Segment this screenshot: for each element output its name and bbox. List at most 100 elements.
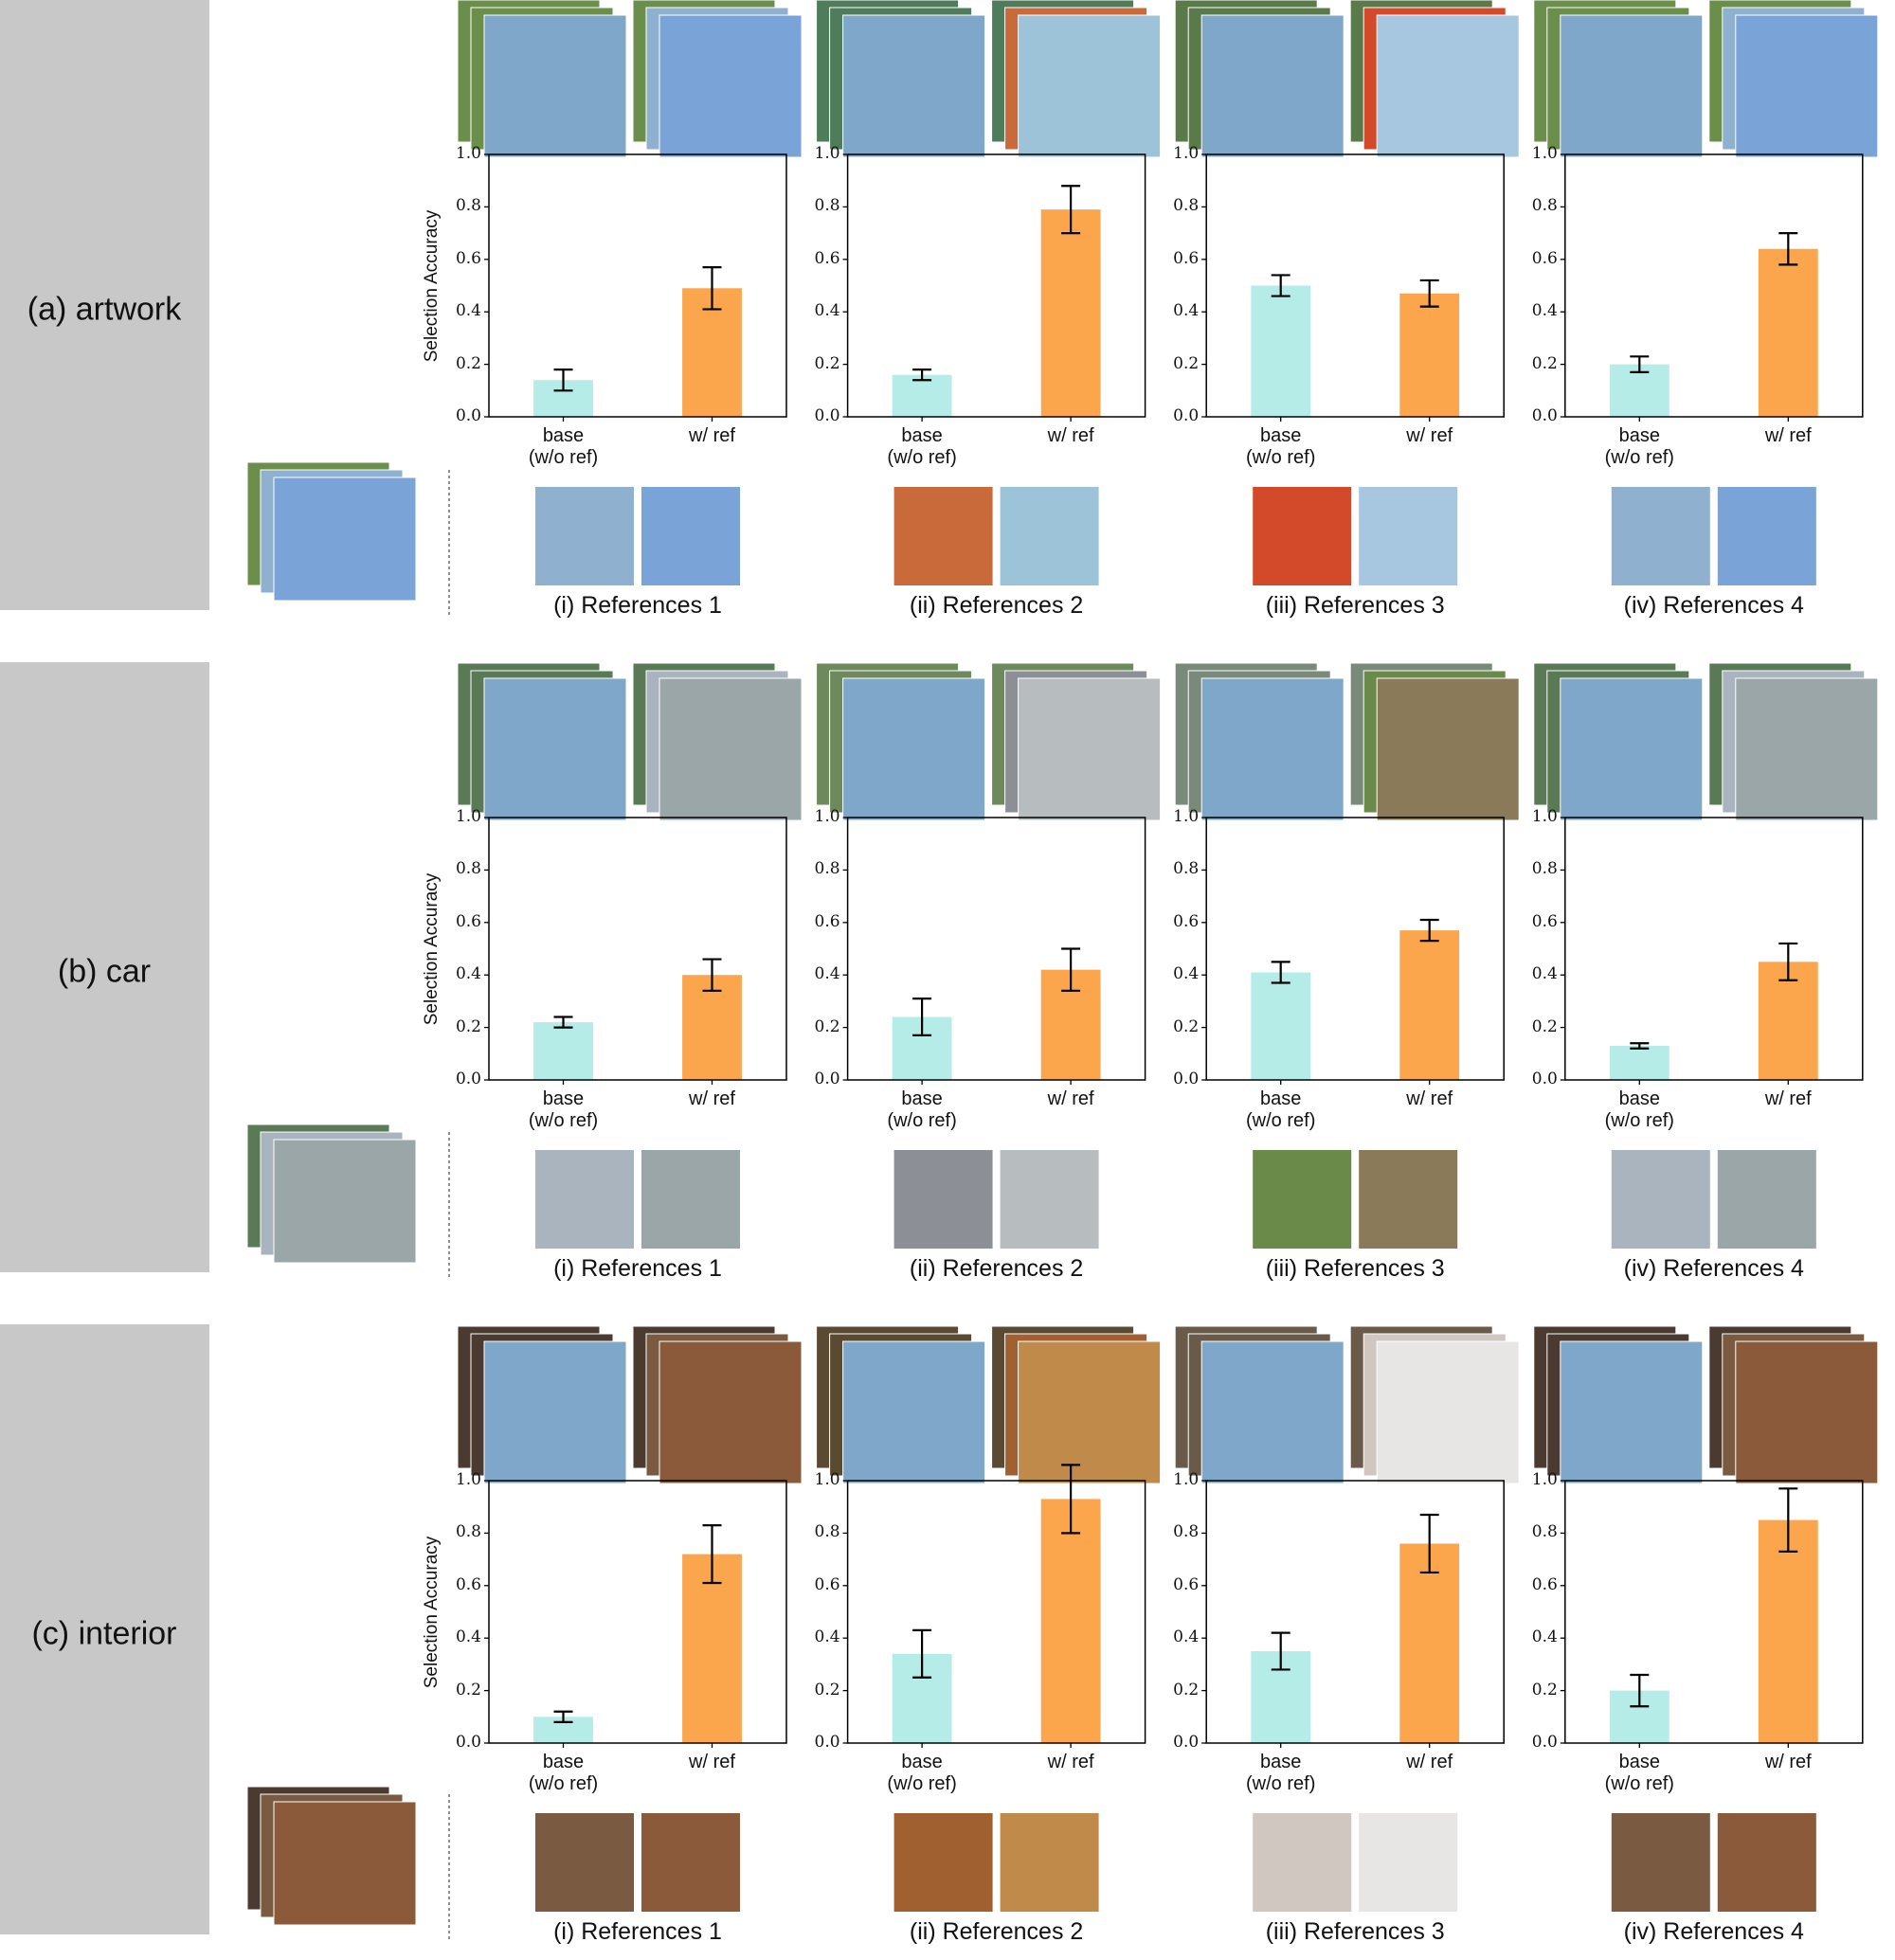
query-image <box>483 14 627 158</box>
reference-image <box>641 487 740 585</box>
y-axis-label: Selection Accuracy <box>422 1536 442 1688</box>
query-image <box>1560 1340 1704 1484</box>
x-tick-label: base (w/o ref) <box>887 1088 957 1131</box>
y-tick-label: 0.4 <box>814 301 840 321</box>
reference-caption: (i) References 1 <box>553 1255 722 1282</box>
bar <box>1399 1543 1460 1743</box>
error-bar <box>912 1628 932 1679</box>
result-image <box>659 677 803 821</box>
error-bar <box>1271 274 1290 297</box>
x-tick-label: base (w/o ref) <box>887 1752 957 1794</box>
y-tick-label: 0.8 <box>455 859 481 879</box>
error-bar <box>1061 1464 1081 1535</box>
error-bar <box>1271 1631 1290 1671</box>
reference-image <box>535 487 634 585</box>
axes-frame <box>846 153 1146 418</box>
x-tick-label: base (w/o ref) <box>1604 425 1674 468</box>
reference-image <box>535 1150 634 1249</box>
axes-frame <box>488 153 787 418</box>
result-image <box>1735 677 1879 821</box>
source-image <box>273 477 417 602</box>
y-tick-label: 0.2 <box>1173 353 1200 373</box>
y-tick-label: 0.4 <box>1531 301 1558 321</box>
axes-frame <box>1564 153 1864 418</box>
y-tick-label: 1.0 <box>455 144 481 164</box>
error-bar <box>912 998 932 1037</box>
x-tick-label: base (w/o ref) <box>528 425 599 468</box>
y-tick-label: 1.0 <box>455 807 481 827</box>
y-tick-label: 0.0 <box>1531 406 1558 426</box>
y-tick-label: 0.6 <box>1531 912 1558 932</box>
bar <box>1251 972 1311 1080</box>
error-bar <box>1419 279 1439 308</box>
axes-frame <box>1205 817 1505 1081</box>
axes-frame <box>1564 817 1864 1081</box>
query-image <box>842 677 986 821</box>
y-tick-label: 0.8 <box>1173 859 1200 879</box>
query-image <box>1200 14 1345 158</box>
error-bar <box>1630 1042 1650 1050</box>
error-bar <box>553 1710 573 1723</box>
y-tick-label: 1.0 <box>455 1470 481 1490</box>
reference-image <box>1717 487 1816 585</box>
y-tick-label: 0.2 <box>455 353 481 373</box>
y-tick-label: 0.6 <box>1173 249 1200 269</box>
result-image <box>1018 1340 1162 1484</box>
y-tick-label: 0.6 <box>814 249 840 269</box>
y-tick-label: 0.4 <box>1173 301 1200 321</box>
error-bar <box>1778 232 1798 266</box>
y-tick-label: 1.0 <box>814 1470 840 1490</box>
query-image <box>1560 677 1704 821</box>
reference-caption: (ii) References 2 <box>909 1255 1084 1282</box>
axes-frame <box>1564 1480 1864 1744</box>
y-tick-label: 0.2 <box>814 353 840 373</box>
x-tick-label: w/ ref <box>1406 1752 1453 1772</box>
axes-frame <box>1205 1480 1505 1744</box>
reference-image <box>893 1150 993 1249</box>
source-image <box>273 1139 417 1264</box>
y-tick-label: 0.2 <box>455 1016 481 1036</box>
reference-image <box>1000 1813 1099 1912</box>
x-tick-label: base (w/o ref) <box>1246 425 1316 468</box>
y-tick-label: 0.8 <box>814 196 840 216</box>
bar <box>1609 1045 1669 1080</box>
y-tick-label: 1.0 <box>1173 1470 1200 1490</box>
row-label: (b) car <box>57 953 152 990</box>
y-tick-label: 0.6 <box>814 912 840 932</box>
row-panel <box>0 1324 209 1934</box>
result-image <box>1735 1340 1879 1484</box>
result-image <box>1376 1340 1520 1484</box>
x-tick-label: w/ ref <box>1047 1088 1094 1109</box>
y-tick-label: 0.4 <box>1173 964 1200 984</box>
y-tick-label: 0.8 <box>1531 196 1558 216</box>
y-tick-label: 0.4 <box>455 964 481 984</box>
reference-image <box>1000 487 1099 585</box>
reference-caption: (i) References 1 <box>553 1918 722 1945</box>
bar <box>1399 930 1460 1080</box>
y-tick-label: 0.0 <box>455 1733 481 1753</box>
y-tick-label: 0.2 <box>1173 1016 1200 1036</box>
reference-caption: (iv) References 4 <box>1623 592 1804 619</box>
y-tick-label: 0.6 <box>1173 1575 1200 1595</box>
y-tick-label: 0.0 <box>1531 1070 1558 1089</box>
reference-caption: (iv) References 4 <box>1623 1918 1804 1945</box>
y-tick-label: 0.0 <box>1173 1070 1200 1089</box>
error-bar <box>553 1016 573 1029</box>
y-tick-label: 0.2 <box>1173 1680 1200 1699</box>
y-tick-label: 0.4 <box>1531 1627 1558 1647</box>
y-tick-label: 0.6 <box>455 912 481 932</box>
y-tick-label: 0.4 <box>455 301 481 321</box>
y-tick-label: 0.2 <box>814 1680 840 1699</box>
reference-caption: (iii) References 3 <box>1265 1255 1445 1282</box>
reference-image <box>893 1813 993 1912</box>
reference-image <box>535 1813 634 1912</box>
bar <box>1399 293 1460 417</box>
x-tick-label: w/ ref <box>1764 1088 1812 1109</box>
reference-image <box>1611 487 1710 585</box>
y-tick-label: 0.4 <box>1173 1627 1200 1647</box>
row-label: (a) artwork <box>27 291 182 328</box>
x-tick-label: base (w/o ref) <box>1246 1752 1316 1794</box>
result-image <box>1018 677 1162 821</box>
